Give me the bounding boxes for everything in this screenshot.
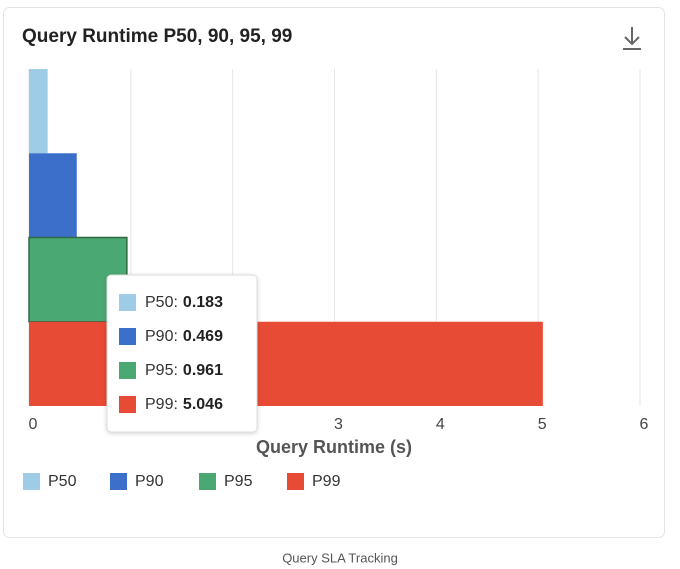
- x-tick-label: 4: [436, 416, 445, 433]
- x-tick-label: 5: [538, 416, 547, 433]
- tooltip-entry: P95: 0.961: [145, 362, 223, 379]
- bar: [29, 321, 543, 406]
- tooltip-value: 0.961: [183, 362, 223, 379]
- tooltip-entry: P90: 0.469: [145, 328, 223, 345]
- caption: Query SLA Tracking: [282, 550, 398, 565]
- tooltip-entry: P50: 0.183: [145, 294, 223, 311]
- x-tick-label: 3: [334, 416, 343, 433]
- legend-swatch: [110, 473, 127, 490]
- tooltip-swatch: [119, 328, 136, 345]
- tooltip-swatch: [119, 396, 136, 413]
- tooltip-box: [106, 274, 258, 433]
- bar: [29, 153, 77, 238]
- legend-swatch: [23, 473, 40, 490]
- x-tick-label: 0: [29, 416, 38, 433]
- legend-label: P95: [224, 473, 253, 490]
- tooltip-value: 0.183: [183, 294, 223, 311]
- tooltip-label: P99:: [145, 396, 178, 413]
- tooltip-label: P50:: [145, 294, 178, 311]
- legend-label: P90: [135, 473, 164, 490]
- legend-swatch: [199, 473, 216, 490]
- legend-swatch: [287, 473, 304, 490]
- legend-label: P50: [48, 473, 77, 490]
- tooltip-swatch: [119, 294, 136, 311]
- tooltip-value: 0.469: [183, 328, 223, 345]
- bar: [29, 69, 48, 154]
- tooltip-swatch: [119, 362, 136, 379]
- tooltip-value: 5.046: [183, 396, 223, 413]
- tooltip-entry: P99: 5.046: [145, 396, 223, 413]
- download-button[interactable]: [623, 27, 641, 50]
- legend-label: P99: [312, 473, 341, 490]
- chart-title: Query Runtime P50, 90, 95, 99: [22, 26, 292, 47]
- tooltip-label: P95:: [145, 362, 178, 379]
- x-tick-label: 6: [640, 416, 649, 433]
- tooltip-label: P90:: [145, 328, 178, 345]
- x-axis-title: Query Runtime (s): [256, 437, 412, 457]
